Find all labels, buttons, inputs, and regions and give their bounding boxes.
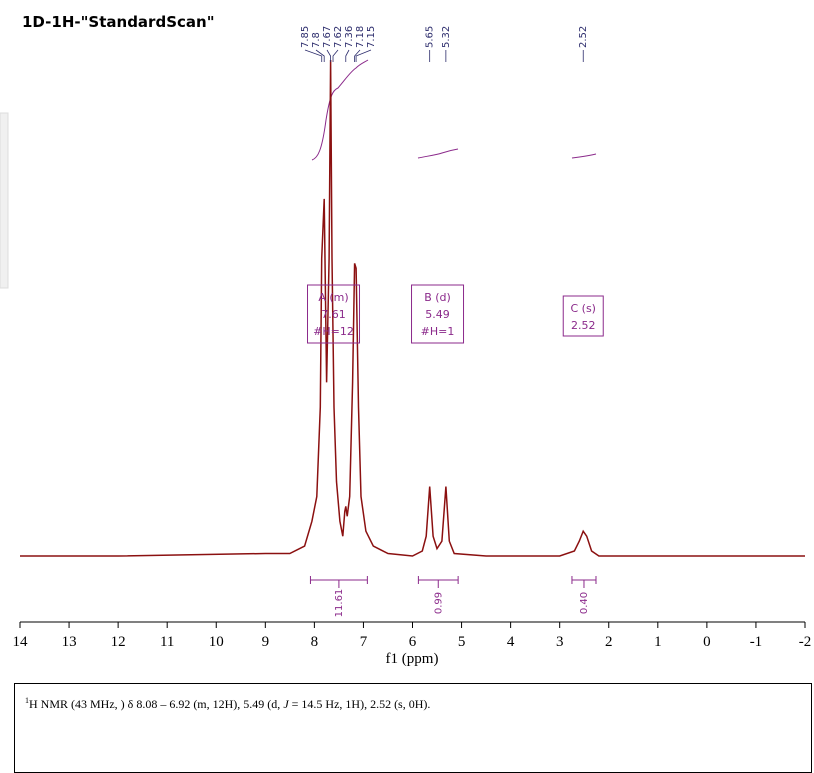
x-tick-label: 13 (62, 634, 77, 650)
report: 1H NMR (43 MHz, ) δ 8.08 – 6.92 (m, 12H)… (14, 683, 812, 773)
x-tick-label: -1 (750, 634, 763, 650)
multiplet-text: #H=12 (313, 325, 354, 338)
multiplet-text: 2.52 (571, 319, 596, 332)
x-tick-label: 2 (605, 634, 613, 650)
integral-bracket (309, 576, 368, 588)
integral-label: 11.61 (334, 589, 345, 618)
multiplet-box (411, 284, 465, 344)
x-tick-label: 8 (311, 634, 319, 650)
peak-label: 7.85 (300, 26, 311, 48)
x-tick-label: 1 (654, 634, 662, 650)
side-panel (0, 112, 9, 289)
chart: 1D-1H-"StandardScan" f1 (ppm) 14 13 12 11 10… (0, 13, 812, 667)
peak-label: 7.36 (344, 26, 355, 48)
peak-label: 7.15 (366, 26, 377, 48)
integral-bracket (571, 576, 597, 588)
chart-title: 1D-1H-"StandardScan" (22, 13, 215, 31)
x-tick-label: 5 (458, 634, 466, 650)
multiplet-text: 5.49 (425, 308, 450, 321)
peak-leader (354, 49, 361, 62)
x-tick-label: 4 (507, 634, 515, 650)
x-tick-label: 7 (360, 634, 368, 650)
peak-leader (355, 49, 372, 62)
integral-curve (571, 153, 597, 159)
peak-leader (304, 49, 323, 62)
x-tick-label: 14 (13, 634, 29, 650)
integral-curve (311, 59, 369, 161)
peak-leader (332, 49, 339, 62)
x-tick-label: 10 (209, 634, 224, 650)
integral-bracket (417, 576, 459, 588)
x-axis-label: f1 (ppm) (386, 651, 439, 667)
peak-label: 7.62 (333, 26, 344, 48)
peak-label: 7.67 (322, 26, 333, 48)
peak-leader (326, 49, 331, 62)
integral-label: 0.99 (433, 592, 444, 614)
spectrum-line (20, 59, 805, 557)
multiplet-text: 7.61 (321, 308, 346, 321)
integral-curve (417, 148, 459, 159)
peak-label: 5.32 (441, 26, 452, 48)
x-tick-label: -2 (799, 634, 812, 650)
multiplet-text: #H=1 (421, 325, 455, 338)
peak-label: 5.65 (425, 26, 436, 48)
x-tick-label: 3 (556, 634, 564, 650)
x-tick-label: 9 (262, 634, 270, 650)
peak-leader (315, 49, 325, 62)
report-italic: J (283, 697, 289, 711)
multiplet-text: C (s) (570, 302, 596, 315)
peak-label: 2.52 (578, 26, 589, 48)
peak-leader (345, 49, 350, 62)
report-text: H NMR (43 MHz, ) δ 8.08 – 6.92 (m, 12H),… (29, 697, 284, 711)
multiplet-text: B (d) (424, 291, 451, 304)
multiplet-box (562, 295, 604, 337)
x-tick-label: 11 (160, 634, 174, 650)
peak-label: 7.18 (355, 26, 366, 48)
report-text: = 14.5 Hz, 1H), 2.52 (s, 0H). (288, 697, 431, 711)
x-tick-label: 12 (111, 634, 126, 650)
x-tick-label: 6 (409, 634, 417, 650)
multiplet-text: A (m) (318, 291, 348, 304)
x-tick-label: 0 (703, 634, 711, 650)
integral-label: 0.40 (579, 592, 590, 614)
peak-label: 7.8 (311, 32, 322, 48)
superscript: 1 (25, 696, 29, 705)
multiplet-box (307, 284, 361, 344)
